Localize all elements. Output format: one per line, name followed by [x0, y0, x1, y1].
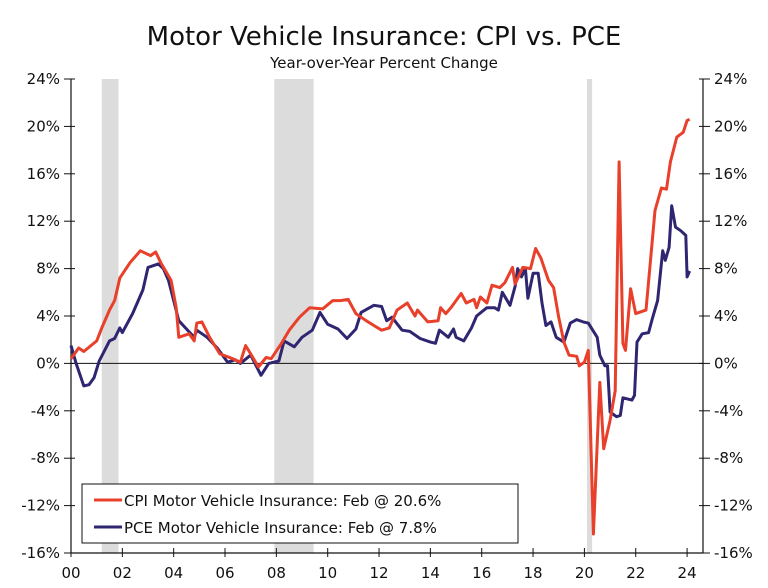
- y-tick-label-right: 0%: [714, 354, 738, 372]
- y-tick-label-right: 16%: [714, 165, 747, 183]
- x-tick-label: 10: [318, 564, 337, 582]
- y-tick-label-right: -12%: [714, 497, 753, 515]
- y-tick-label-left: -16%: [21, 544, 60, 562]
- y-tick-label-left: -4%: [31, 402, 60, 420]
- y-tick-label-left: 24%: [27, 70, 60, 88]
- y-tick-label-right: 8%: [714, 260, 738, 278]
- legend: CPI Motor Vehicle Insurance: Feb @ 20.6%…: [81, 483, 519, 544]
- recession-band: [101, 79, 119, 553]
- y-tick-label-left: -12%: [21, 497, 60, 515]
- x-tick-label: 14: [421, 564, 440, 582]
- y-tick-label-right: -8%: [714, 449, 743, 467]
- x-tick-label: 02: [113, 564, 132, 582]
- y-tick-label-left: -8%: [31, 449, 60, 467]
- x-tick-label: 06: [215, 564, 234, 582]
- y-tick-label-left: 4%: [36, 307, 60, 325]
- y-tick-label-left: 0%: [36, 354, 60, 372]
- y-tick-label-left: 12%: [27, 212, 60, 230]
- x-tick-label: 12: [369, 564, 388, 582]
- x-tick-label: 24: [678, 564, 697, 582]
- x-tick-label: 20: [575, 564, 594, 582]
- recession-band: [586, 79, 593, 553]
- chart-subtitle: Year-over-Year Percent Change: [269, 54, 498, 72]
- y-tick-label-right: -4%: [714, 402, 743, 420]
- axes: -16% -16% -12% -12% -8% -8% -4% -4% 0% 0% 4% 4% 8% 8%…: [21, 70, 753, 582]
- recession-band: [274, 79, 314, 553]
- y-tick-label-right: 12%: [714, 212, 747, 230]
- x-tick-label: 16: [472, 564, 491, 582]
- x-tick-label: 22: [626, 564, 645, 582]
- y-tick-label-right: 20%: [714, 117, 747, 135]
- legend-label-cpi: CPI Motor Vehicle Insurance: Feb @ 20.6%: [124, 492, 441, 510]
- y-tick-label-left: 8%: [36, 260, 60, 278]
- pce-line: [69, 204, 691, 419]
- chart-title: Motor Vehicle Insurance: CPI vs. PCE: [147, 22, 622, 52]
- x-tick-label: 00: [61, 564, 80, 582]
- y-tick-label-right: 24%: [714, 70, 747, 88]
- y-tick-label-right: -16%: [714, 544, 753, 562]
- recession-shading: [101, 79, 593, 553]
- x-tick-label: 18: [524, 564, 543, 582]
- y-tick-label-right: 4%: [714, 307, 738, 325]
- y-tick-label-left: 16%: [27, 165, 60, 183]
- legend-box: [81, 483, 519, 544]
- legend-label-pce: PCE Motor Vehicle Insurance: Feb @ 7.8%: [124, 519, 437, 537]
- y-tick-label-left: 20%: [27, 117, 60, 135]
- cpi-line: [69, 117, 691, 536]
- x-tick-label: 04: [164, 564, 183, 582]
- series-lines: [69, 117, 691, 536]
- x-tick-label: 08: [267, 564, 286, 582]
